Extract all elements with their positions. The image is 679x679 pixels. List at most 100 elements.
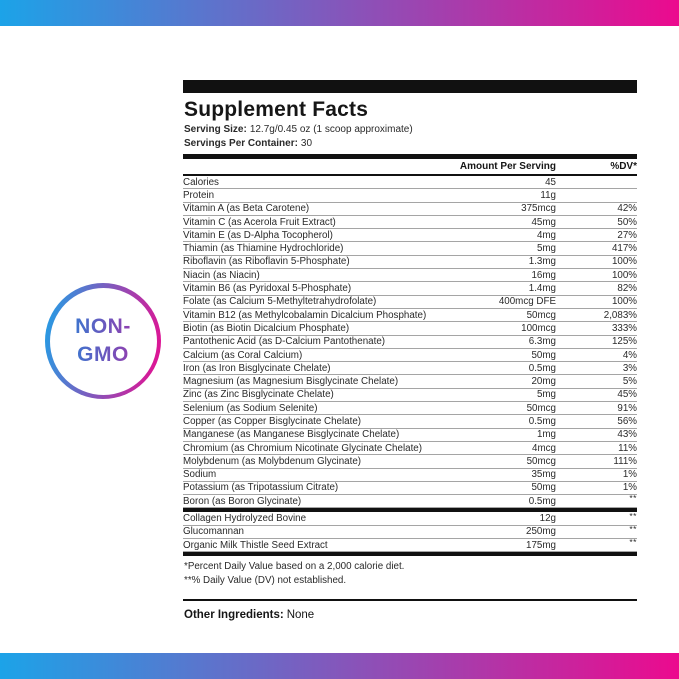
nutrient-name: Thiamin (as Thiamine Hydrochloride) — [183, 243, 344, 255]
panel-title: Supplement Facts — [184, 98, 369, 121]
table-row: Calcium (as Coral Calcium) 50mg 4% — [183, 349, 637, 363]
nutrient-name: Molybdenum (as Molybdenum Glycinate) — [183, 455, 362, 467]
nutrient-rows: Calories 45 Protein 11g Vitamin A (as Beta C… — [183, 176, 637, 509]
table-row: Riboflavin (as Riboflavin 5-Phosphate) 1.… — [183, 256, 637, 270]
nutrient-dv: 125% — [611, 336, 637, 348]
table-row: Niacin (as Niacin) 16mg 100% — [183, 269, 637, 283]
non-gmo-line2: GMO — [77, 343, 129, 366]
nutrient-amount: 16mg — [531, 269, 556, 281]
nutrient-amount: 4mg — [536, 229, 556, 241]
nutrient-amount: 1mg — [536, 429, 556, 441]
serving-size-line: Serving Size: 12.7g/0.45 oz (1 scoop appr… — [184, 123, 637, 137]
nutrient-amount: 100mcg — [521, 322, 556, 334]
nutrient-name: Organic Milk Thistle Seed Extract — [183, 539, 328, 551]
header-amount-col: Amount Per Serving — [459, 161, 556, 172]
thick-divider — [183, 154, 637, 159]
nutrient-name: Protein — [183, 189, 215, 201]
nutrient-name: Glucomannan — [183, 526, 244, 538]
top-gradient-bar — [0, 0, 679, 26]
nutrient-name: Collagen Hydrolyzed Bovine — [183, 513, 307, 525]
table-row: Protein 11g — [183, 189, 637, 203]
nutrient-amount: 50mg — [531, 482, 556, 494]
section-divider — [183, 552, 637, 557]
table-row: Chromium (as Chromium Nicotinate Glycina… — [183, 442, 637, 456]
nutrient-name: Magnesium (as Magnesium Bisglycinate Che… — [183, 376, 399, 388]
nutrient-dv: ** — [629, 523, 637, 534]
nutrient-dv: 1% — [622, 469, 637, 481]
nutrient-dv: 91% — [617, 402, 637, 414]
nutrient-amount: 175mg — [526, 539, 556, 551]
nutrient-amount: 45mg — [531, 216, 556, 228]
nutrient-dv: 82% — [617, 283, 637, 295]
nutrient-amount: 1.4mg — [528, 283, 556, 295]
table-row: Copper (as Copper Bisglycinate Chelate) 0… — [183, 415, 637, 429]
nutrient-amount: 50mg — [531, 349, 556, 361]
footnotes: *Percent Daily Value based on a 2,000 ca… — [183, 556, 637, 594]
non-gmo-badge: NON- GMO — [45, 283, 161, 399]
nutrient-name: Vitamin A (as Beta Carotene) — [183, 203, 310, 215]
nutrient-amount: 12g — [539, 513, 556, 525]
nutrient-dv: 100% — [611, 296, 637, 308]
servings-value: 30 — [300, 137, 313, 149]
nutrient-name: Folate (as Calcium 5-Methyltetrahydrofol… — [183, 296, 377, 308]
nutrient-dv: ** — [629, 537, 637, 548]
nutrient-name: Biotin (as Biotin Dicalcium Phosphate) — [183, 322, 350, 334]
table-row: Molybdenum (as Molybdenum Glycinate) 50mc… — [183, 455, 637, 469]
nutrient-name: Selenium (as Sodium Selenite) — [183, 402, 318, 414]
footnote-not-established: **% Daily Value (DV) not established. — [184, 575, 347, 587]
table-row: Vitamin B6 (as Pyridoxal 5-Phosphate) 1.4… — [183, 282, 637, 296]
nutrient-dv: 5% — [622, 376, 637, 388]
nutrient-name: Manganese (as Manganese Bisglycinate Che… — [183, 429, 400, 441]
nutrient-dv: 11% — [618, 442, 637, 454]
table-row: Folate (as Calcium 5-Methyltetrahydrofol… — [183, 296, 637, 309]
nutrient-dv: 333% — [611, 322, 637, 334]
nutrient-amount: 50mcg — [526, 402, 556, 414]
nutrient-name: Vitamin B6 (as Pyridoxal 5-Phosphate) — [183, 283, 352, 295]
table-header-row: Amount Per Serving %DV* — [183, 159, 637, 176]
nutrient-dv: 50% — [617, 216, 637, 228]
nutrient-name: Potassium (as Tripotassium Citrate) — [183, 482, 339, 494]
other-ingredients-label: Other Ingredients: — [184, 609, 284, 622]
nutrient-dv: 100% — [611, 269, 637, 281]
table-row: Boron (as Boron Glycinate) 0.5mg ** — [183, 493, 637, 509]
nutrient-name: Iron (as Iron Bisglycinate Chelate) — [183, 362, 331, 374]
panel-top-bar — [183, 80, 637, 93]
nutrient-dv: ** — [629, 493, 637, 504]
table-row: Sodium 35mg 1% — [183, 469, 637, 482]
table-row: Vitamin E (as D-Alpha Tocopherol) 4mg 27% — [183, 229, 637, 243]
nutrient-amount: 250mg — [526, 526, 556, 538]
nutrient-amount: 6.3mg — [528, 336, 556, 348]
nutrient-amount: 400mcg DFE — [498, 296, 556, 308]
nutrient-dv: ** — [629, 510, 637, 521]
nutrient-amount: 11g — [540, 189, 556, 201]
nutrient-name: Sodium — [183, 469, 217, 481]
table-row: Vitamin C (as Acerola Fruit Extract) 45mg… — [183, 216, 637, 230]
nutrient-name: Zinc (as Zinc Bisglycinate Chelate) — [183, 389, 334, 401]
nutrient-name: Vitamin C (as Acerola Fruit Extract) — [183, 216, 336, 228]
nutrient-amount: 45 — [545, 176, 556, 188]
nutrient-dv: 43% — [617, 429, 637, 441]
header-dv-col: %DV* — [610, 161, 637, 172]
nutrient-dv: 100% — [611, 256, 637, 268]
nutrient-dv: 2,083% — [603, 309, 637, 321]
nutrient-amount: 5mg — [536, 389, 556, 401]
nutrient-name: Vitamin E (as D-Alpha Tocopherol) — [183, 229, 333, 241]
nutrient-amount: 4mcg — [532, 442, 556, 454]
table-row: Zinc (as Zinc Bisglycinate Chelate) 5mg 45… — [183, 389, 637, 403]
nutrient-amount: 35mg — [531, 469, 556, 481]
nutrient-name: Boron (as Boron Glycinate) — [183, 495, 302, 507]
nutrient-dv: 45% — [617, 389, 637, 401]
nutrient-amount: 0.5mg — [528, 362, 556, 374]
nutrient-name: Pantothenic Acid (as D-Calcium Pantothen… — [183, 336, 386, 348]
nutrient-amount: 375mcg — [521, 203, 556, 215]
nutrient-dv: 56% — [617, 415, 637, 427]
nutrient-dv: 1% — [622, 482, 637, 494]
nutrient-name: Riboflavin (as Riboflavin 5-Phosphate) — [183, 256, 350, 268]
nutrient-amount: 20mg — [531, 376, 556, 388]
nutrient-dv: 111% — [613, 455, 637, 467]
table-row: Organic Milk Thistle Seed Extract 175mg ** — [183, 537, 637, 553]
nutrient-amount: 50mcg — [526, 455, 556, 467]
table-row: Vitamin A (as Beta Carotene) 375mcg 42% — [183, 203, 637, 216]
section-divider — [183, 508, 637, 513]
nutrient-name: Vitamin B12 (as Methylcobalamin Dicalciu… — [183, 309, 427, 321]
